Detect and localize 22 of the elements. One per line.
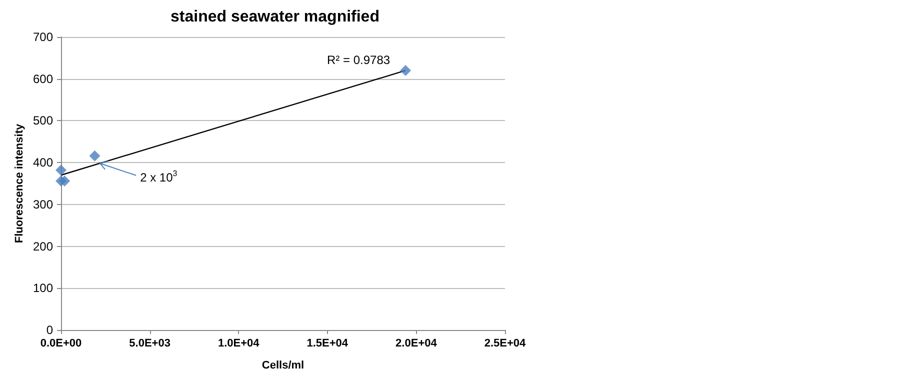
chart-title: stained seawater magnified	[170, 8, 380, 26]
x-tick-label: 0.0E+00	[40, 338, 82, 350]
y-tick-label: 700	[32, 30, 54, 44]
x-tick-label: 1.0E+04	[218, 338, 260, 350]
point	[56, 164, 66, 176]
y-tick-label: 400	[32, 156, 54, 170]
point	[89, 150, 100, 162]
annotation: R² = 0.9783	[327, 53, 390, 67]
y-tick-label: 500	[32, 114, 54, 128]
x-tick-label: 2.0E+04	[396, 338, 438, 350]
x-axis-title: Cells/ml	[262, 360, 304, 372]
y-tick-label: 300	[32, 197, 54, 212]
point	[56, 175, 66, 186]
y-axis-title: Fluorescence intensity	[14, 123, 26, 244]
x-tick-label: 1.5E+04	[306, 338, 349, 350]
x-tick-label: 5.0E+03	[129, 338, 170, 350]
y-tick-label: 100	[32, 281, 54, 296]
x-tick-label: 2.5E+04	[484, 338, 527, 350]
point	[400, 64, 412, 76]
y-tick-label: 200	[32, 239, 54, 254]
y-tick-label: 600	[32, 72, 54, 86]
y-tick-label: 0	[46, 323, 54, 337]
